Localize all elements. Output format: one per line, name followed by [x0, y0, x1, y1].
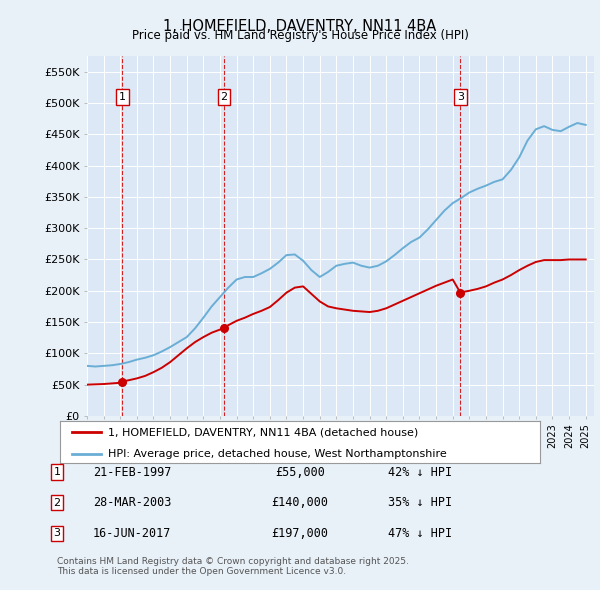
- Text: 2: 2: [53, 498, 61, 507]
- Text: £140,000: £140,000: [271, 496, 329, 509]
- Text: 47% ↓ HPI: 47% ↓ HPI: [388, 527, 452, 540]
- Text: Contains HM Land Registry data © Crown copyright and database right 2025.: Contains HM Land Registry data © Crown c…: [57, 558, 409, 566]
- Text: HPI: Average price, detached house, West Northamptonshire: HPI: Average price, detached house, West…: [108, 449, 447, 459]
- Text: 1, HOMEFIELD, DAVENTRY, NN11 4BA (detached house): 1, HOMEFIELD, DAVENTRY, NN11 4BA (detach…: [108, 427, 418, 437]
- Text: 16-JUN-2017: 16-JUN-2017: [93, 527, 171, 540]
- Text: This data is licensed under the Open Government Licence v3.0.: This data is licensed under the Open Gov…: [57, 568, 346, 576]
- Text: 21-FEB-1997: 21-FEB-1997: [93, 466, 171, 478]
- Text: 35% ↓ HPI: 35% ↓ HPI: [388, 496, 452, 509]
- Text: 1, HOMEFIELD, DAVENTRY, NN11 4BA: 1, HOMEFIELD, DAVENTRY, NN11 4BA: [163, 19, 437, 34]
- Text: 1: 1: [53, 467, 61, 477]
- Text: £55,000: £55,000: [275, 466, 325, 478]
- Text: 42% ↓ HPI: 42% ↓ HPI: [388, 466, 452, 478]
- Text: £197,000: £197,000: [271, 527, 329, 540]
- Text: 2: 2: [220, 91, 227, 101]
- Text: 3: 3: [457, 91, 464, 101]
- Text: 1: 1: [119, 91, 126, 101]
- Text: Price paid vs. HM Land Registry's House Price Index (HPI): Price paid vs. HM Land Registry's House …: [131, 30, 469, 42]
- Text: 3: 3: [53, 529, 61, 538]
- Text: 28-MAR-2003: 28-MAR-2003: [93, 496, 171, 509]
